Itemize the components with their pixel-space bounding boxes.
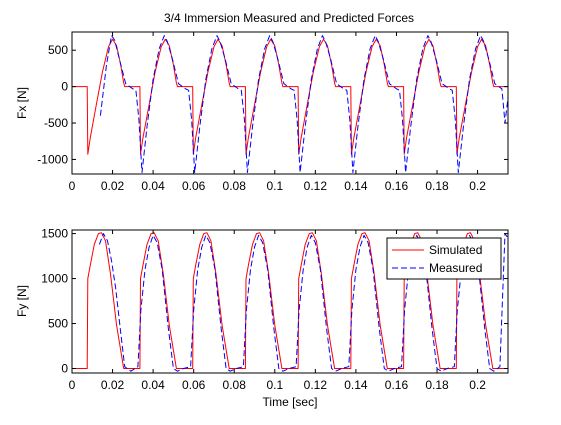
fy-y-tick-label: 1000 <box>41 272 68 286</box>
fx-x-tick-label: 0 <box>69 179 76 193</box>
fx-x-tick-label: 0.06 <box>182 179 206 193</box>
legend-label-simulated: Simulated <box>429 243 482 257</box>
fx-x-tick-label: 0.1 <box>266 179 283 193</box>
fx-x-tick-label: 0.04 <box>141 179 165 193</box>
fy-x-tick-label: 0 <box>69 378 76 392</box>
fx-x-tick-label: 0.08 <box>223 179 247 193</box>
fy-x-tick-label: 0.16 <box>385 378 409 392</box>
fy-x-tick-label: 0.08 <box>223 378 247 392</box>
legend-label-measured: Measured <box>429 261 482 275</box>
fx-ticks-layer: 0 0.02 0.04 0.06 0.08 0.1 0.12 0.14 0.16 0.18 0.2 -… <box>37 32 508 193</box>
fy-y-tick-label: 500 <box>48 317 68 331</box>
fy-x-tick-label: 0.04 <box>141 378 165 392</box>
fy-x-tick-label: 0.18 <box>425 378 449 392</box>
fy-series-layer <box>72 232 508 372</box>
fx-x-tick-label: 0.2 <box>469 179 486 193</box>
fy-x-tick-label: 0.1 <box>266 378 283 392</box>
fx-x-tick-label: 0.14 <box>344 179 368 193</box>
fx-x-tick-label: 0.16 <box>385 179 409 193</box>
fx-y-tick-label: 500 <box>48 43 68 57</box>
fy-x-tick-label: 0.14 <box>344 378 368 392</box>
fy-x-tick-label: 0.02 <box>101 378 125 392</box>
fx-x-tick-label: 0.02 <box>101 179 125 193</box>
fx-series-simulated-line <box>72 38 508 155</box>
fx-y-tick-label: -1000 <box>37 152 68 166</box>
fx-axes: 0 0.02 0.04 0.06 0.08 0.1 0.12 0.14 0.16 0.18 0.2 -… <box>15 31 509 193</box>
fy-axes-box <box>71 229 509 374</box>
fx-series-layer <box>72 35 508 173</box>
chart-title: 3/4 Immersion Measured and Predicted For… <box>164 11 414 25</box>
fx-x-tick-label: 0.12 <box>304 179 328 193</box>
x-axis-label: Time [sec] <box>263 395 318 409</box>
fy-ticks-layer: 0 0.02 0.04 0.06 0.08 0.1 0.12 0.14 0.16 0.18 0.2 0… <box>41 227 508 392</box>
fx-y-tick-label: -500 <box>44 116 68 130</box>
fy-y-axis-label: Fy [N] <box>15 285 29 317</box>
legend: Simulated Measured <box>386 237 502 280</box>
legend-box <box>386 237 502 280</box>
fy-y-tick-label: 0 <box>61 362 68 376</box>
fx-x-tick-label: 0.18 <box>425 179 449 193</box>
fx-axes-box <box>71 31 509 175</box>
fy-series-measured-line <box>98 233 508 372</box>
fy-x-tick-label: 0.2 <box>469 378 486 392</box>
fy-y-tick-label: 1500 <box>41 227 68 241</box>
fx-series-measured-line <box>99 35 508 173</box>
fx-y-axis-label: Fx [N] <box>15 87 29 119</box>
fy-x-tick-label: 0.12 <box>304 378 328 392</box>
fx-y-tick-label: 0 <box>61 80 68 94</box>
fy-x-tick-label: 0.06 <box>182 378 206 392</box>
